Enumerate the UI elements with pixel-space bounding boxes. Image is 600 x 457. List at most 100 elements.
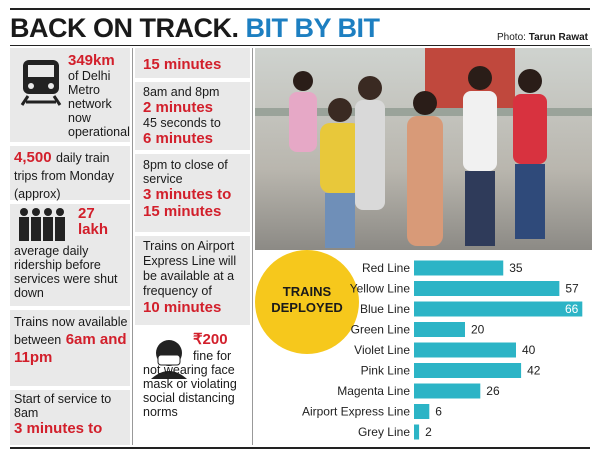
value-label: 66 bbox=[565, 302, 579, 316]
text: fine for not wearing face mask or violat… bbox=[143, 349, 237, 419]
highlight: 4,500 bbox=[14, 149, 52, 166]
category-label: Yellow Line bbox=[350, 282, 411, 296]
decoration bbox=[28, 83, 34, 89]
bar bbox=[414, 342, 516, 358]
bar bbox=[414, 424, 420, 440]
bar bbox=[414, 383, 481, 399]
highlight: 6am and 11pm bbox=[14, 331, 127, 366]
bar bbox=[414, 404, 430, 419]
highlight: 6 minutes bbox=[143, 130, 214, 147]
decoration bbox=[157, 354, 181, 366]
decoration bbox=[28, 65, 54, 77]
decoration bbox=[463, 91, 497, 171]
stat-box: 8pm to close of service 3 minutes to 15 … bbox=[135, 154, 250, 232]
mask-icon bbox=[151, 340, 187, 379]
divider bbox=[132, 48, 133, 445]
category-label: Magenta Line bbox=[337, 384, 410, 398]
value-label: 2 bbox=[425, 425, 432, 439]
category-label: Grey Line bbox=[358, 425, 410, 439]
decoration bbox=[19, 217, 29, 241]
metro-icon bbox=[20, 60, 62, 106]
stat-box: Trains now available between 6am and 11p… bbox=[10, 310, 130, 386]
decoration bbox=[293, 71, 313, 91]
decoration bbox=[48, 83, 54, 89]
header-rule bbox=[10, 45, 590, 46]
category-label: Red Line bbox=[362, 261, 410, 275]
headline: BACK ON TRACK. BIT BY BIT bbox=[10, 13, 380, 44]
decoration: 8am and 8pm 2 minutes 45 seconds to 6 mi… bbox=[143, 85, 248, 147]
value-label: 6 bbox=[435, 405, 442, 419]
divider bbox=[252, 48, 253, 445]
value-label: 20 bbox=[471, 323, 485, 337]
decoration bbox=[325, 193, 355, 248]
highlight: 349km bbox=[68, 52, 115, 69]
photo-credit: Photo: Tarun Rawat bbox=[497, 32, 588, 43]
decoration bbox=[31, 217, 41, 241]
category-label: Blue Line bbox=[360, 302, 410, 316]
chart-title-box: TRAINS DEPLOYED bbox=[271, 284, 343, 315]
decoration bbox=[407, 116, 443, 246]
text: 45 seconds to bbox=[143, 116, 221, 130]
stat-box: 8am and 8pm 2 minutes 45 seconds to 6 mi… bbox=[135, 82, 250, 150]
bar bbox=[414, 301, 583, 317]
decoration: Trains on Airport Express Line will be a… bbox=[143, 239, 248, 316]
decoration bbox=[413, 91, 437, 115]
highlight: 2 minutes bbox=[143, 99, 214, 116]
text: 8pm to close of service bbox=[143, 158, 228, 186]
stat-box: Trains on Airport Express Line will be a… bbox=[135, 236, 250, 325]
decoration bbox=[151, 371, 187, 379]
credit-label: Photo: bbox=[497, 32, 526, 43]
value-label: 42 bbox=[527, 364, 541, 378]
decoration bbox=[468, 66, 492, 90]
stat-box: 4,500 daily train trips from Monday (app… bbox=[10, 146, 130, 203]
highlight: 10 minutes bbox=[143, 299, 222, 316]
decoration: 8pm to close of service 3 minutes to 15 … bbox=[143, 158, 248, 220]
decoration bbox=[20, 95, 62, 106]
bar bbox=[414, 363, 522, 378]
decoration: Trains now available between 6am and 11p… bbox=[14, 313, 128, 367]
photo bbox=[255, 48, 592, 250]
highlight: 15 minutes bbox=[143, 56, 222, 73]
highlight: 3 minutes to 15 minutes bbox=[143, 186, 232, 220]
category-label: Pink Line bbox=[361, 364, 411, 378]
decoration bbox=[56, 208, 64, 216]
value-label: 40 bbox=[522, 343, 536, 357]
stat-box: 27 lakh average daily ridership before s… bbox=[10, 204, 130, 306]
decoration: Start of service to 8am 3 minutes to bbox=[14, 392, 128, 437]
decoration: 349km of Delhi Metro network now operati… bbox=[68, 52, 130, 139]
stat-box: Start of service to 8am 3 minutes to bbox=[10, 390, 130, 445]
top-rule bbox=[10, 8, 590, 10]
title-highlight: BIT BY BIT bbox=[245, 13, 381, 43]
decoration bbox=[513, 94, 547, 164]
decoration bbox=[20, 208, 28, 216]
decoration bbox=[515, 164, 545, 239]
decoration bbox=[328, 98, 352, 122]
stat-box: 15 minutes bbox=[135, 48, 250, 78]
chart-title: TRAINS DEPLOYED bbox=[271, 284, 343, 315]
bottom-rule bbox=[10, 447, 590, 449]
value-label: 57 bbox=[565, 282, 579, 296]
credit-name: Tarun Rawat bbox=[528, 32, 588, 43]
text: 8am and 8pm bbox=[143, 85, 220, 99]
text: Trains on Airport Express Line will be a… bbox=[143, 239, 237, 298]
stat-box: 349km of Delhi Metro network now operati… bbox=[10, 48, 130, 142]
decoration bbox=[32, 208, 40, 216]
decoration bbox=[465, 171, 495, 246]
crowd-icon bbox=[19, 208, 65, 241]
text: daily train trips from Monday (approx) bbox=[14, 151, 115, 201]
category-label: Violet Line bbox=[354, 343, 410, 357]
bar bbox=[414, 260, 504, 276]
category-label: Airport Express Line bbox=[302, 405, 410, 419]
text: of Delhi Metro network now operational bbox=[68, 69, 130, 139]
decoration: 4,500 daily train trips from Monday (app… bbox=[14, 149, 128, 203]
decoration bbox=[518, 69, 542, 93]
decoration bbox=[289, 92, 317, 152]
decoration bbox=[358, 76, 382, 100]
title: BACK ON TRACK. bbox=[10, 13, 239, 43]
bar bbox=[414, 322, 465, 337]
decoration bbox=[355, 100, 385, 210]
highlight: ₹200 bbox=[193, 331, 228, 348]
text: Trains now available between bbox=[14, 315, 128, 347]
decoration bbox=[19, 208, 65, 241]
